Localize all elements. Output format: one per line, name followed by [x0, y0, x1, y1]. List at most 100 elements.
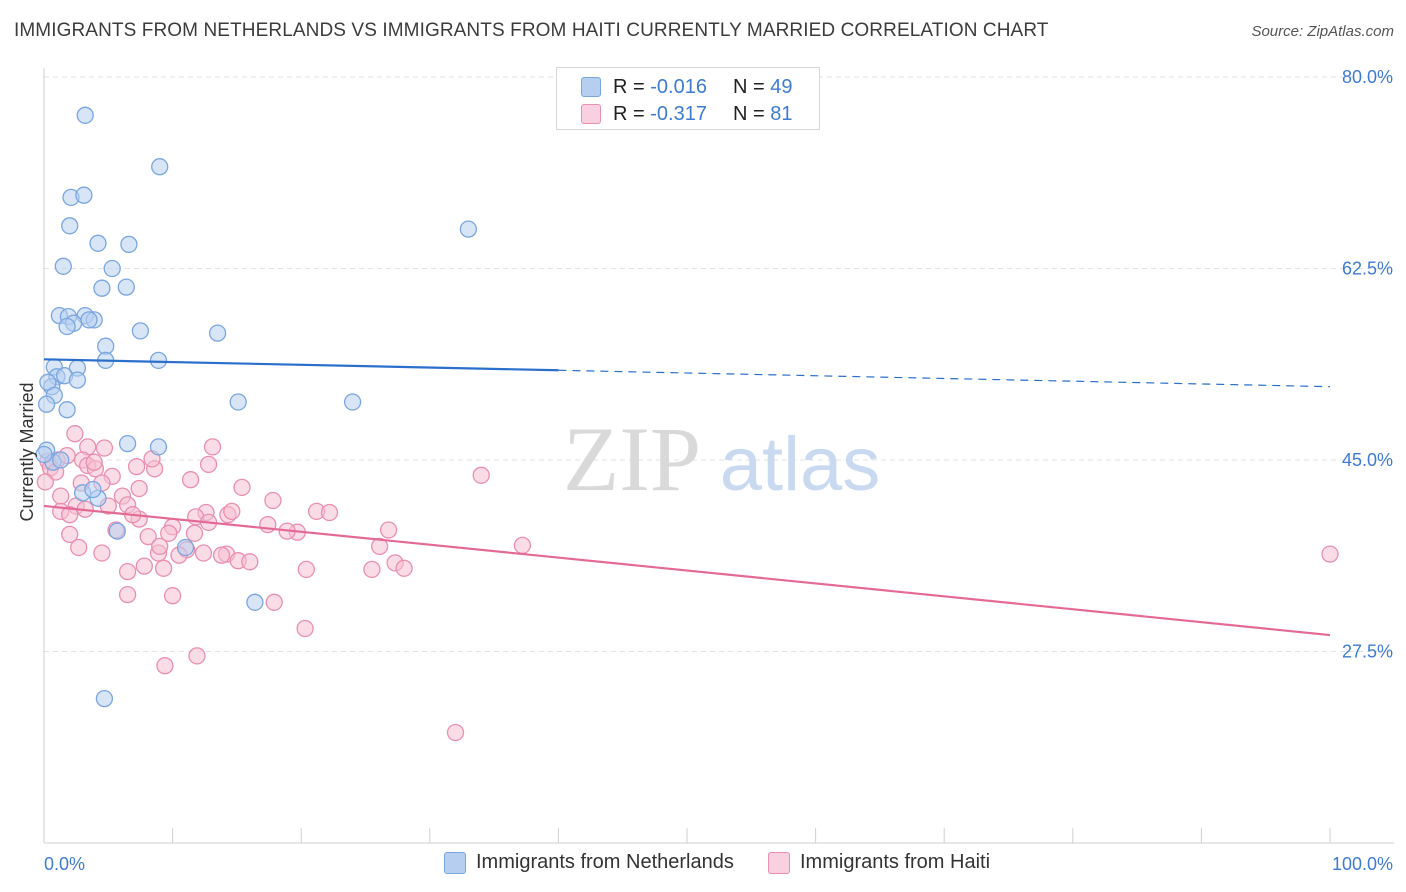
point-haiti	[265, 593, 283, 611]
point-netherlands	[68, 371, 87, 389]
trend-line-netherlands-extension	[558, 369, 1331, 388]
point-netherlands	[103, 259, 121, 278]
legend-item-haiti: Immigrants from Haiti	[768, 851, 990, 874]
point-netherlands	[459, 220, 478, 238]
x-tick-label: 100.0%	[1332, 854, 1393, 874]
legend-row-netherlands: R = -0.016 N = 49	[581, 74, 793, 100]
trend-lines	[43, 358, 1331, 637]
point-haiti	[181, 471, 200, 489]
point-haiti	[156, 657, 174, 675]
point-netherlands	[54, 257, 72, 275]
y-tick-label: 62.5%	[1342, 259, 1393, 279]
point-haiti	[127, 457, 146, 476]
trend-line-haiti	[43, 504, 1331, 637]
r-label: R =	[613, 102, 645, 125]
point-haiti	[223, 502, 241, 521]
point-haiti	[370, 537, 389, 556]
point-haiti	[163, 587, 182, 605]
point-netherlands	[208, 324, 227, 342]
trend-line-netherlands	[43, 358, 559, 372]
point-netherlands	[76, 106, 94, 124]
y-tick-label: 45.0%	[1342, 450, 1393, 470]
point-haiti	[151, 537, 169, 556]
point-haiti	[52, 487, 70, 505]
point-haiti	[264, 491, 282, 510]
point-haiti	[296, 619, 314, 638]
legend-swatch-blue	[581, 77, 601, 97]
point-haiti	[241, 553, 259, 571]
legend-row-haiti: R = -0.317 N = 81	[581, 101, 793, 127]
correlation-legend: R = -0.016 N = 49 R = -0.317 N = 81	[556, 67, 820, 130]
point-haiti	[363, 560, 381, 579]
point-haiti	[118, 585, 137, 604]
chart-title: IMMIGRANTS FROM NETHERLANDS VS IMMIGRANT…	[14, 20, 1049, 41]
point-netherlands	[229, 393, 247, 411]
point-netherlands	[35, 445, 53, 464]
point-haiti	[446, 723, 465, 742]
r-label: R =	[613, 75, 645, 98]
legend-swatch-netherlands	[444, 851, 466, 874]
point-netherlands	[149, 351, 168, 370]
point-netherlands	[118, 434, 137, 453]
point-haiti	[1321, 545, 1339, 563]
point-netherlands	[58, 401, 76, 419]
point-haiti	[160, 524, 178, 542]
point-haiti	[66, 425, 84, 443]
r-value-netherlands: -0.016	[650, 75, 707, 98]
legend-swatch-pink	[581, 104, 601, 124]
point-haiti	[297, 560, 315, 579]
point-haiti	[203, 438, 222, 456]
point-haiti	[61, 525, 79, 544]
point-haiti	[70, 538, 88, 557]
point-netherlands	[131, 322, 150, 340]
point-haiti	[61, 506, 79, 524]
source-credit: Source: ZipAtlas.com	[1251, 23, 1394, 40]
point-haiti	[513, 536, 532, 555]
point-haiti	[154, 559, 173, 577]
point-haiti	[93, 544, 111, 562]
r-value-haiti: -0.317	[650, 102, 707, 125]
point-netherlands	[52, 451, 70, 469]
point-haiti	[95, 439, 114, 457]
n-label: N =	[733, 102, 765, 125]
legend-label-netherlands: Immigrants from Netherlands	[476, 851, 734, 873]
point-netherlands	[75, 186, 93, 204]
y-tick-label: 80.0%	[1342, 67, 1393, 87]
n-value-haiti: 81	[770, 102, 793, 125]
point-haiti	[395, 559, 413, 577]
point-netherlands	[84, 480, 102, 499]
legend-swatch-haiti	[768, 851, 790, 874]
point-haiti	[139, 527, 157, 546]
point-haiti	[379, 521, 398, 539]
point-netherlands	[58, 317, 76, 336]
legend-item-netherlands: Immigrants from Netherlands	[444, 851, 734, 874]
point-haiti	[135, 557, 153, 575]
point-haiti	[36, 473, 54, 491]
point-haiti	[259, 515, 277, 534]
point-netherlands	[246, 593, 264, 611]
point-netherlands	[108, 522, 126, 540]
point-haiti	[320, 503, 339, 522]
point-haiti	[212, 546, 231, 564]
point-netherlands	[343, 393, 362, 411]
point-haiti	[188, 647, 206, 665]
n-label: N =	[733, 75, 765, 98]
watermark-atlas: atlas	[720, 422, 881, 507]
watermark: ZIP atlas	[563, 408, 880, 510]
watermark-zip: ZIP	[563, 408, 701, 510]
point-netherlands	[95, 689, 114, 708]
point-haiti	[185, 524, 204, 542]
legend-label-haiti: Immigrants from Haiti	[800, 851, 991, 873]
y-tick-label: 27.5%	[1342, 642, 1393, 662]
n-value-netherlands: 49	[770, 75, 793, 98]
point-netherlands	[89, 234, 107, 252]
point-netherlands	[151, 158, 169, 176]
point-haiti	[85, 453, 103, 471]
point-netherlands	[37, 395, 56, 413]
point-haiti	[472, 466, 490, 484]
point-netherlands	[61, 217, 79, 235]
point-netherlands	[120, 235, 138, 254]
gridlines	[44, 76, 1394, 652]
tick-labels: 27.5% 45.0% 62.5% 80.0% 0.0% 100.0%	[44, 67, 1393, 874]
